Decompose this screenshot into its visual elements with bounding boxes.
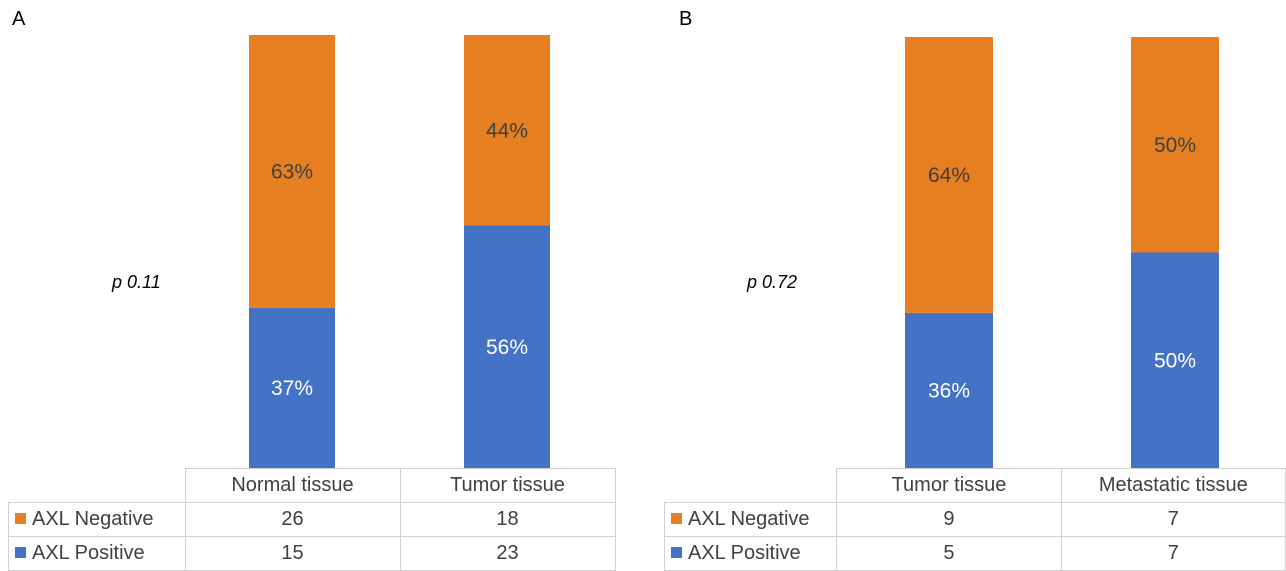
bar-segment-axl-negative [905, 37, 993, 313]
panel-label-a: A [12, 8, 26, 30]
data-label: 37% [271, 377, 313, 400]
table-row-axl-positive: AXL Positive 15 23 [8, 536, 616, 571]
category-header: Normal tissue [184, 468, 401, 503]
table-cell: 9 [836, 502, 1062, 537]
data-label: 63% [271, 160, 313, 183]
bar-segment-axl-positive [1131, 252, 1219, 468]
table-row-axl-negative: AXL Negative 26 18 [8, 502, 616, 537]
table-cell: 18 [399, 502, 616, 537]
table-cell: 5 [836, 536, 1062, 571]
legend-swatch-orange [15, 513, 26, 524]
legend-entry-axl-positive: AXL Positive [8, 536, 186, 571]
bar-plot-a: 37% 63% 56% 44% [249, 35, 550, 468]
legend-entry-axl-negative: AXL Negative [8, 502, 186, 537]
table-cell: 23 [399, 536, 616, 571]
table-cell: 7 [1060, 502, 1286, 537]
category-header: Tumor tissue [399, 468, 616, 503]
data-label: 44% [486, 119, 528, 142]
bar-segment-axl-negative [1131, 37, 1219, 253]
panel-label-b: B [679, 8, 693, 30]
table-row-axl-positive: AXL Positive 5 7 [663, 536, 1286, 571]
data-table-a: Normal tissue Tumor tissue AXL Negative … [8, 468, 616, 571]
legend-entry-axl-negative: AXL Negative [663, 502, 838, 537]
legend-swatch-blue [671, 547, 682, 558]
bar-segment-axl-positive [464, 225, 550, 468]
chart-panel-b: B p 0.72 36% 64% 50% 50% Tumor tissue Metas… [643, 0, 1286, 571]
table-cell: 26 [184, 502, 401, 537]
data-label: 64% [928, 164, 970, 187]
bar-segment-axl-negative [464, 35, 550, 226]
bar-segment-axl-negative [249, 35, 335, 308]
chart-panel-a: A p 0.11 37% 63% 56% 44% Normal tissue Tumo… [0, 0, 643, 571]
bar-segment-axl-positive [905, 312, 993, 468]
bar-segment-axl-positive [249, 307, 335, 468]
table-header-row: Tumor tissue Metastatic tissue [664, 468, 1286, 503]
table-cell: 7 [1060, 536, 1286, 571]
table-cell: 15 [184, 536, 401, 571]
category-header: Metastatic tissue [1060, 468, 1286, 503]
p-value-a: p 0.11 [112, 272, 161, 292]
data-table-b: Tumor tissue Metastatic tissue AXL Negat… [663, 468, 1286, 571]
data-label: 36% [928, 379, 970, 402]
legend-swatch-blue [15, 547, 26, 558]
bar-plot-b: 36% 64% 50% 50% [905, 37, 1219, 468]
category-header: Tumor tissue [836, 468, 1062, 503]
p-value-b: p 0.72 [747, 272, 798, 292]
data-label: 56% [486, 336, 528, 359]
data-label: 50% [1154, 134, 1196, 157]
data-label: 50% [1154, 349, 1196, 372]
legend-entry-axl-positive: AXL Positive [663, 536, 838, 571]
table-row-axl-negative: AXL Negative 9 7 [663, 502, 1286, 537]
legend-swatch-orange [671, 513, 682, 524]
table-header-row: Normal tissue Tumor tissue [8, 468, 616, 503]
